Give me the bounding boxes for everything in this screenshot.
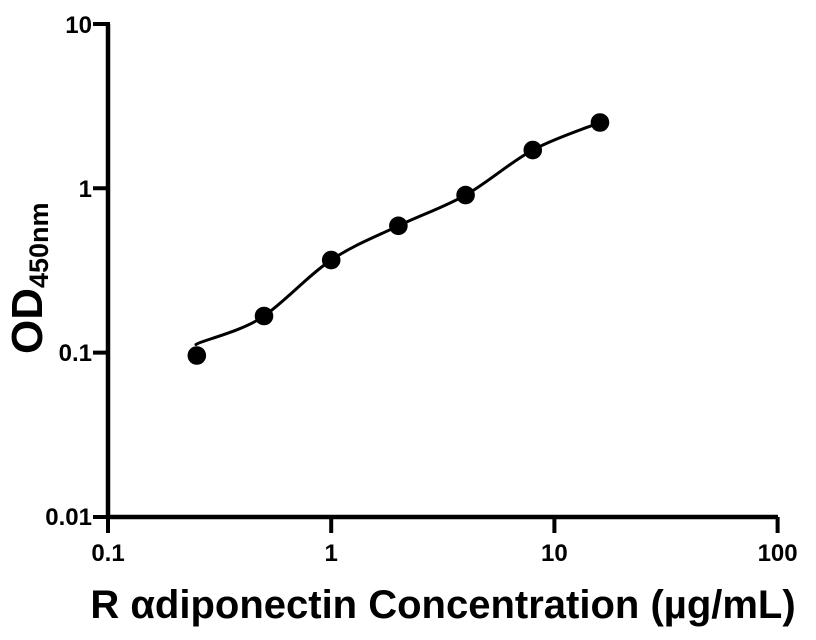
svg-text:10: 10 (65, 12, 92, 39)
svg-text:0.1: 0.1 (59, 340, 92, 367)
svg-text:100: 100 (758, 540, 798, 567)
svg-text:OD450nm: OD450nm (3, 202, 54, 354)
svg-text:R αdiponectin Concentration (µ: R αdiponectin Concentration (µg/mL) (90, 583, 795, 627)
svg-text:0.01: 0.01 (45, 504, 92, 531)
svg-text:0.1: 0.1 (91, 540, 124, 567)
svg-text:1: 1 (325, 540, 338, 567)
svg-text:1: 1 (79, 176, 92, 203)
svg-text:10: 10 (541, 540, 568, 567)
